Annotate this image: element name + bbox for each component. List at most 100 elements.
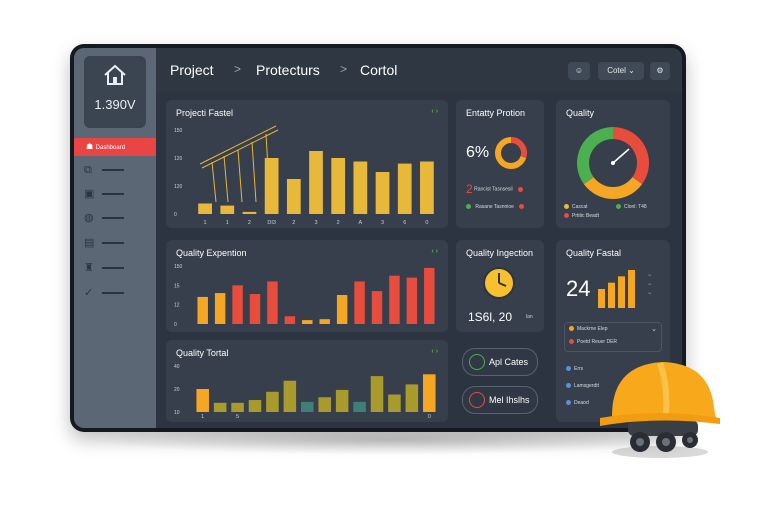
y-tick-label: 120 [174,156,183,162]
fastal-value: 24 [566,276,591,301]
chart-bar [264,158,279,214]
x-tick-label: 1 [226,220,229,226]
chart-bar [375,172,390,214]
fastal-alerts-box[interactable]: Mackrne Elep Poetd Reuer DER ⌄ [564,322,662,352]
action-label: Apl Cates [489,357,529,367]
chart-bar [196,389,209,412]
card-title: Quality Tortal [176,348,229,358]
signal-icon: ⌁ ⌁ ⌁ [648,273,652,297]
breadcrumb-separator: > [234,62,242,76]
sidebar: 1.390V ☗ Dashboard ⧉ ▣ ◍ ▤ ♜ ✓ [74,48,156,428]
fastal-legend-2: Lamsgerdtt [566,383,599,389]
view-dropdown[interactable]: Cotel ⌄ [598,62,644,80]
clock-icon [469,354,485,370]
chart-bar [424,267,435,324]
brand-tile[interactable]: 1.390V [84,56,146,128]
user-button[interactable]: ☺ [568,62,590,80]
chart-bar [405,384,419,412]
action-label: Mel Ihslhs [489,395,530,405]
y-tick-label: 20 [174,387,180,393]
y-tick-label: 150 [174,128,183,134]
chevron-down-icon: ⌄ [628,66,635,75]
chart-bar [397,163,412,214]
chart-bar [618,276,625,308]
chart-bar [231,402,244,412]
document-icon: ▤ [84,237,95,249]
clock-icon [483,267,515,299]
x-tick-label: 2 [337,220,340,226]
chart-bar [353,401,366,412]
chart-bar [284,316,296,324]
settings-button[interactable]: ⚙ [650,62,670,80]
card-nav-icon[interactable]: ‹ › [431,108,438,115]
sidebar-item-document[interactable]: ▤ [84,237,146,251]
chart-bar [336,295,348,324]
y-tick-label: 15 [174,283,180,289]
breadcrumb-protecturs[interactable]: Protecturs [256,62,320,78]
chart-bar [302,320,313,324]
breadcrumb-cortol[interactable]: Cortol [360,62,398,78]
sidebar-item-globe[interactable]: ◍ [84,212,146,226]
chart-bar [628,270,635,308]
chart-bar [301,401,314,412]
gauge-slice [583,176,643,199]
y-tick-label: 150 [174,264,183,270]
card-quality-exception: Quality Expention ‹ › 0 12 15 150 [166,240,448,332]
chart-bar [197,296,208,324]
chart-bar [319,319,330,324]
y-tick-label: 10 [174,410,180,416]
fastal-alert-1: Mackrne Elep [569,326,608,332]
chart-bar [420,161,434,214]
card-quality-tortal: Quality Tortal ‹ › 10 20 40 1 5 0 [166,340,448,422]
x-tick-label: A [359,220,363,226]
app-version: 1.390V [94,97,136,112]
x-tick-label: 0 [428,414,431,420]
layers-icon: ⧉ [84,164,92,176]
x-tick-label: 3 [381,220,384,226]
chart-bar [283,380,297,412]
x-tick-label: 1 [201,414,204,420]
chart-bar [309,151,323,214]
action-button-1[interactable]: Apl Cates [462,348,538,376]
entity-row-2: Rasane Tasnnioe [466,204,527,210]
card-nav-icon[interactable]: ‹ › [431,348,438,355]
sidebar-item-layers[interactable]: ⧉ [84,164,146,178]
chart-bar [406,277,418,324]
chart-bar [266,391,279,412]
chart-bar [220,205,235,214]
sidebar-item-label: Dashboard [95,145,126,151]
card-nav-icon[interactable]: ‹ › [431,248,438,255]
chart-bar [267,281,278,324]
chart-bar [353,161,368,214]
globe-icon: ◍ [84,212,94,224]
x-tick-label: 2 [292,220,295,226]
x-tick-label: 0 [425,220,428,226]
sidebar-item-clipboard[interactable]: ▣ [84,188,146,202]
chart-bar [242,211,257,214]
chart-bar [389,275,400,324]
clipboard-icon: ▣ [84,188,95,200]
fastal-legend-3: Deaod [566,400,589,406]
y-tick-label: 0 [174,212,177,218]
sidebar-item-check[interactable]: ✓ [84,287,146,301]
x-tick-label: 6 [403,220,406,226]
actions-panel: Apl Cates Mel Ihslhs [456,340,544,422]
home-icon [104,64,126,85]
y-tick-label: 0 [174,322,177,328]
chart-bar [214,293,226,324]
gear-icon: ⚙ [656,66,664,75]
sidebar-item-dashboard[interactable]: ☗ Dashboard [74,138,156,156]
y-tick-label: 12 [174,303,180,309]
chart-bar [388,394,401,412]
breadcrumb-project[interactable]: Project [170,62,214,78]
chart-bar [335,389,349,412]
quality-tortal-bar-chart: 10 20 40 1 5 0 [174,364,436,420]
action-button-2[interactable]: Mel Ihslhs [462,386,538,414]
refresh-icon [469,392,485,408]
sidebar-item-worker[interactable]: ♜ [84,262,146,276]
quality-exception-bar-chart: 0 12 15 150 [174,264,435,328]
x-tick-label: 5 [236,414,239,420]
dropdown-label: Cotel [607,66,626,75]
hard-hat-icon [600,362,720,458]
inspection-value: 1S6l, 20 [468,310,513,324]
